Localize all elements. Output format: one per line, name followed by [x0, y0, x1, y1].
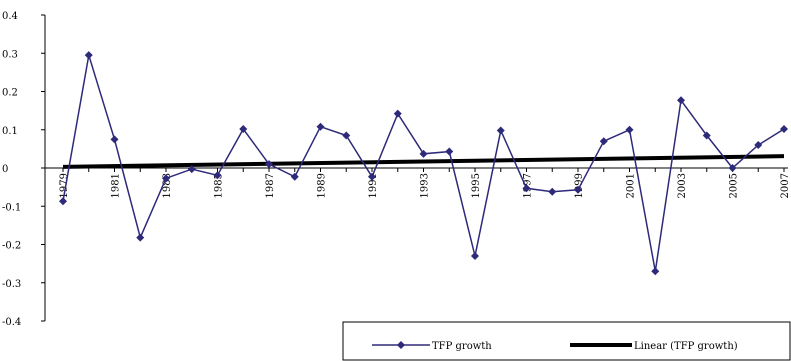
y-tick-label: -0.3 — [2, 279, 21, 290]
x-tick-label: 1987 — [265, 173, 276, 198]
tfp-growth-point — [342, 131, 351, 140]
tfp-growth-point — [780, 124, 788, 133]
x-tick-label: 2001 — [626, 173, 637, 198]
tfp-growth-point — [213, 171, 222, 180]
legend-label-tfp: TFP growth — [432, 341, 492, 352]
x-tick-label: 2007 — [780, 173, 791, 198]
tfp-growth-point — [393, 109, 402, 118]
linear-trend-line — [62, 154, 785, 169]
tfp-growth-point — [110, 135, 119, 144]
tfp-growth-point — [419, 149, 428, 158]
x-tick-label: 1985 — [214, 173, 225, 198]
x-tick-label: 1989 — [317, 173, 328, 198]
x-tick-label: 1997 — [523, 173, 534, 198]
y-tick-label: 0.2 — [2, 88, 18, 99]
y-tick-label: 0.3 — [2, 49, 18, 60]
x-tick-label: 1993 — [420, 173, 431, 198]
y-tick-label: -0.1 — [2, 202, 21, 213]
legend: TFP growth Linear (TFP growth) — [342, 321, 791, 361]
y-tick-label: -0.2 — [2, 241, 21, 252]
tfp-growth-point — [445, 147, 454, 156]
tfp-growth-point — [677, 96, 685, 105]
tfp-growth-point — [702, 131, 711, 140]
tfp-growth-point — [574, 185, 582, 194]
trendline-layer — [62, 154, 785, 169]
y-tick-label: -0.4 — [2, 317, 21, 328]
legend-label-linear: Linear (TFP growth) — [634, 341, 738, 352]
tfp-growth-point — [84, 51, 93, 60]
tfp-growth-point — [187, 165, 196, 174]
tfp-growth-point — [728, 164, 737, 172]
tfp-growth-point — [496, 126, 505, 135]
x-tick-label: 1995 — [471, 173, 482, 198]
tfp-growth-point — [59, 197, 67, 206]
series-layer — [59, 51, 788, 276]
legend-marker-tfp — [397, 341, 405, 349]
tfp-growth-point — [522, 184, 531, 193]
tfp-growth-point — [136, 233, 145, 242]
tfp-growth-point — [290, 172, 299, 181]
x-axis: 1979 1981 1983 1985 1987 1989 1991 1993 1995 1997… — [45, 167, 791, 198]
x-tick-label: 2003 — [677, 173, 688, 198]
tfp-growth-point — [754, 141, 763, 150]
y-tick-label: 0 — [2, 164, 8, 175]
x-tick-label: 1979 — [59, 173, 70, 198]
tfp-growth-point — [651, 267, 660, 276]
legend-box — [342, 321, 791, 361]
x-tick-label: 1991 — [368, 173, 379, 198]
x-tick-label: 2005 — [729, 173, 740, 198]
tfp-growth-point — [471, 251, 479, 260]
tfp-growth-point — [599, 137, 608, 146]
tfp-growth-point — [548, 187, 557, 196]
y-tick-label: 0.4 — [2, 11, 18, 22]
tfp-growth-point — [316, 122, 325, 131]
tfp-growth-point — [625, 125, 634, 134]
tfp-growth-point — [265, 160, 273, 169]
x-tick-label: 1983 — [162, 173, 173, 198]
y-tick-label: 0.1 — [2, 126, 18, 137]
tfp-growth-point — [162, 174, 170, 183]
tfp-growth-point — [239, 124, 248, 133]
y-axis: -0.4 -0.3 -0.2 -0.1 0 0.1 0.2 0.3 0.4 — [2, 11, 46, 328]
x-tick-label: 1981 — [111, 173, 122, 198]
tfp-growth-point — [368, 172, 376, 181]
